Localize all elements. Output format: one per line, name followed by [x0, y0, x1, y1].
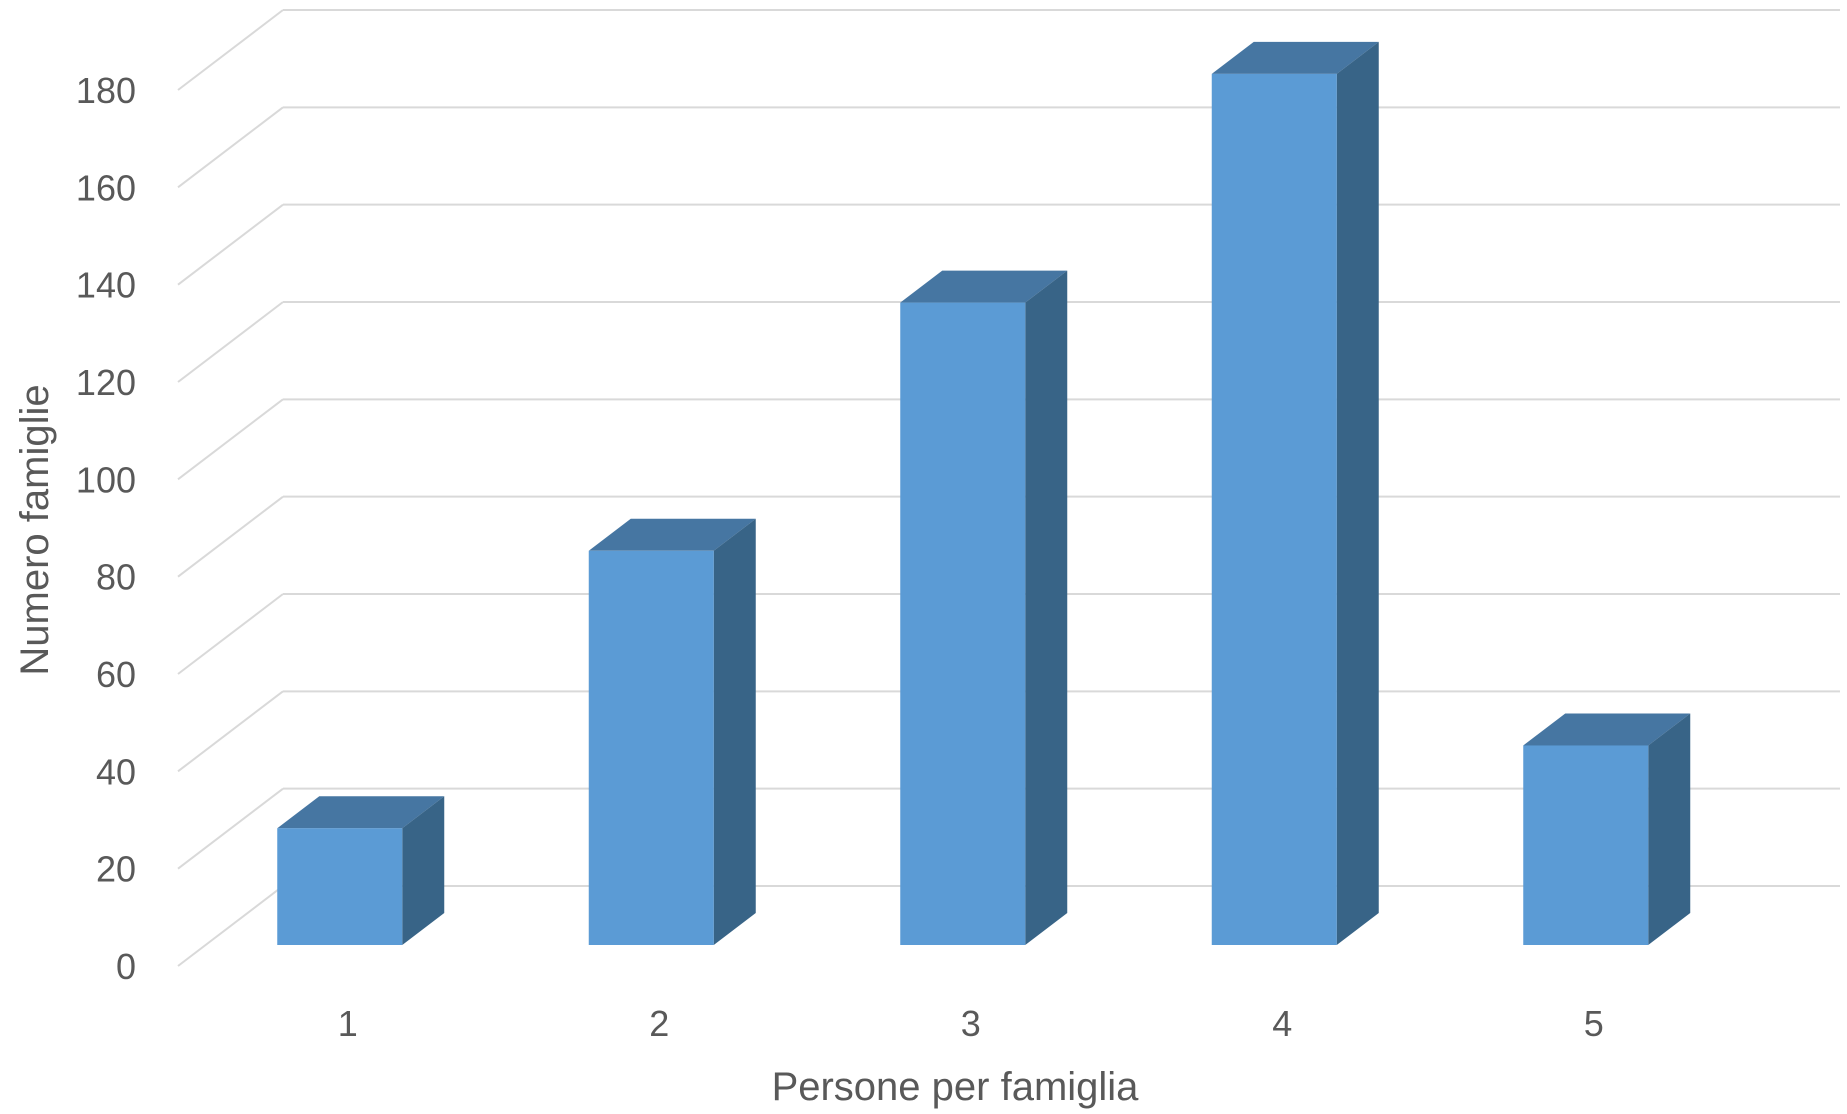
bars: [277, 41, 1691, 946]
bar-front-face: [1211, 73, 1337, 945]
x-tick-label: 1: [338, 1003, 358, 1044]
gridline-diagonal: [177, 203, 284, 286]
gridline-diagonal: [177, 885, 284, 967]
x-tick-label: 5: [1584, 1003, 1604, 1044]
gridline-diagonal: [177, 106, 284, 189]
gridline-diagonal: [177, 787, 284, 870]
bar-side-face: [1336, 41, 1379, 946]
x-tick-label: 4: [1272, 1003, 1292, 1044]
bar: [900, 270, 1068, 946]
bar-front-face: [588, 550, 714, 945]
gridline-diagonal: [177, 593, 284, 675]
bar: [588, 518, 756, 945]
y-tick-label: 120: [76, 362, 136, 403]
gridline-diagonal: [177, 9, 284, 91]
y-tick-label: 20: [96, 849, 136, 890]
bar-top-face: [1523, 713, 1691, 746]
y-tick-label: 100: [76, 459, 136, 500]
x-tick-label: 2: [649, 1003, 669, 1044]
tick-labels: 0 20 40 60 80 100 120 140 160 180 1 2 3 4 5: [76, 70, 1604, 1044]
y-tick-label: 0: [116, 946, 136, 987]
bar: [1523, 713, 1691, 945]
y-tick-label: 60: [96, 654, 136, 695]
y-tick-label: 140: [76, 265, 136, 306]
bar: [277, 796, 445, 945]
y-axis-title: Numero famiglie: [13, 384, 57, 675]
gridline-diagonal: [177, 398, 284, 481]
bar: [1211, 41, 1379, 946]
bar-front-face: [900, 302, 1026, 946]
gridline-diagonal: [177, 690, 284, 773]
bar-top-face: [1211, 41, 1379, 74]
bar-top-face: [588, 518, 756, 551]
bar-side-face: [402, 796, 445, 945]
bar-top-face: [277, 796, 445, 829]
bar-side-face: [1025, 270, 1068, 946]
x-axis-title: Persone per famiglia: [772, 1065, 1140, 1109]
y-tick-label: 80: [96, 557, 136, 598]
x-tick-label: 3: [961, 1003, 981, 1044]
bar-top-face: [900, 270, 1068, 303]
gridline-diagonal: [177, 301, 284, 383]
bar-front-face: [277, 828, 403, 945]
y-tick-label: 180: [76, 70, 136, 111]
bar-front-face: [1523, 745, 1649, 945]
gridline-diagonal: [177, 495, 284, 578]
bar-side-face: [713, 518, 756, 945]
y-tick-label: 160: [76, 167, 136, 208]
bar-side-face: [1648, 713, 1691, 945]
y-tick-label: 40: [96, 751, 136, 792]
